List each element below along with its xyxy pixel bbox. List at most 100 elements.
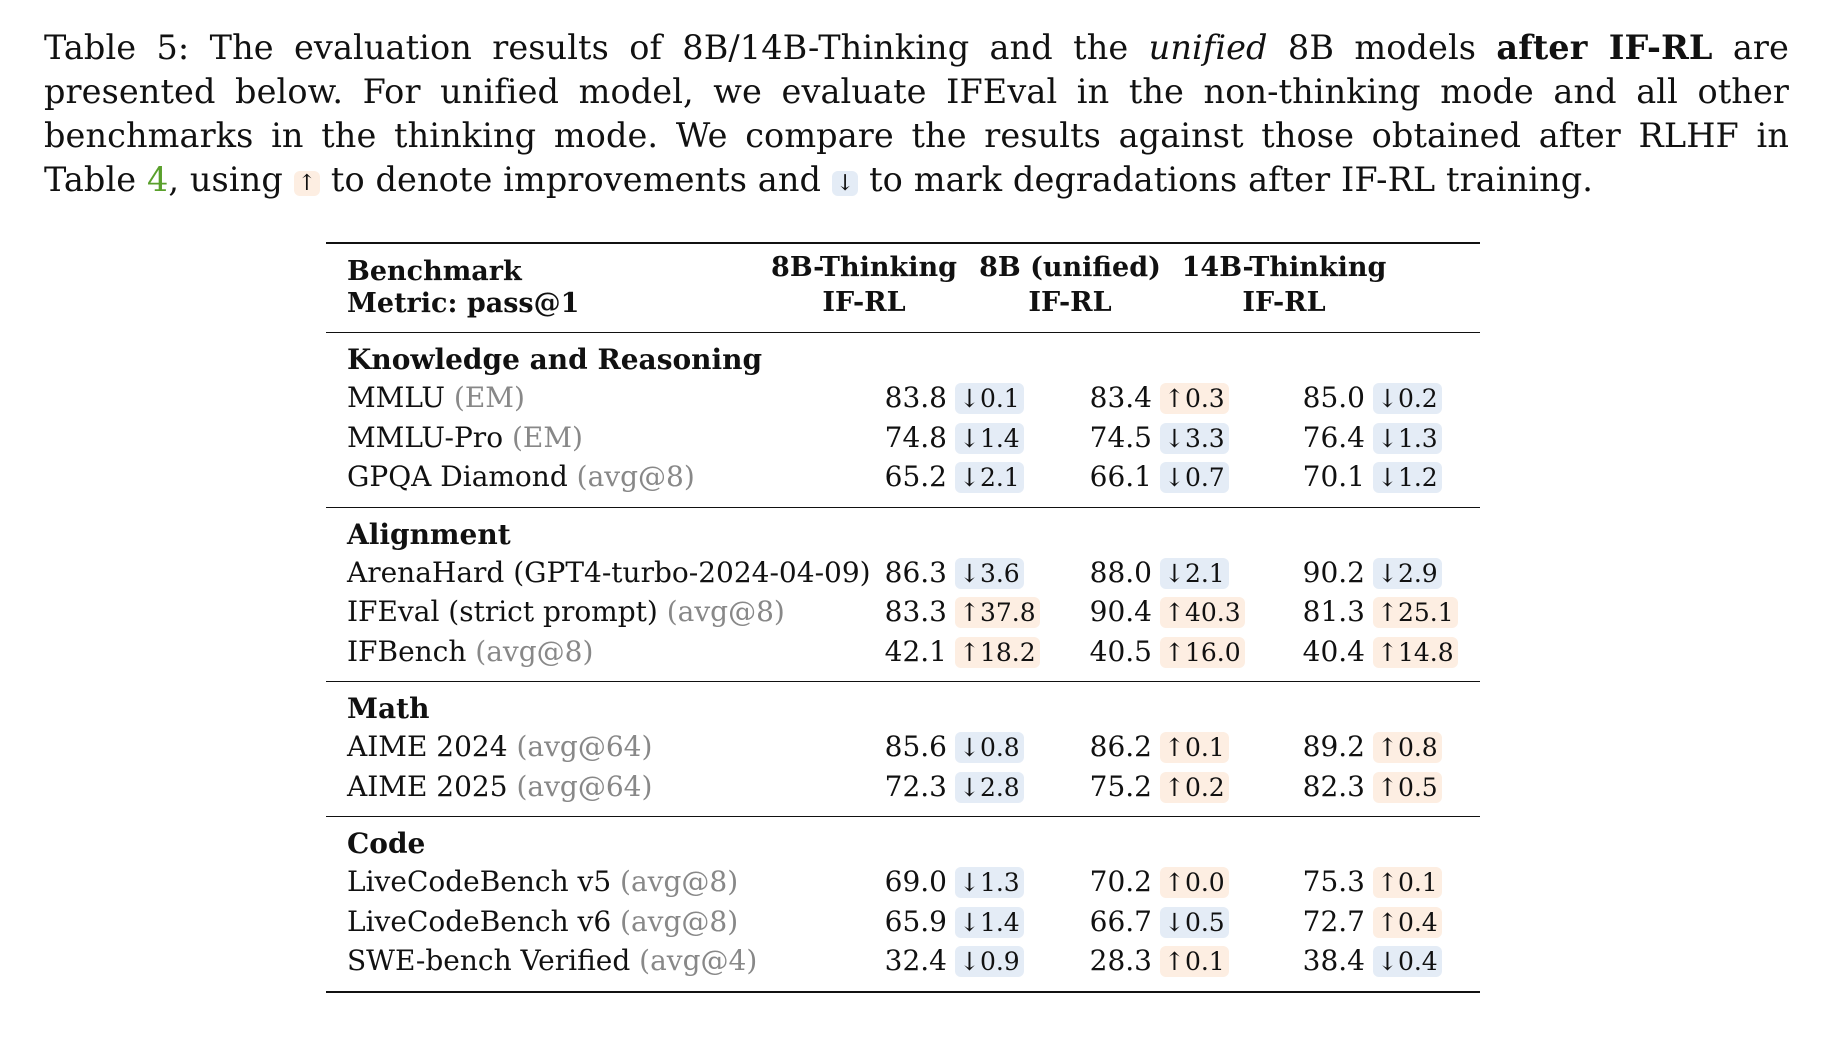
- score-cell: 38.4 ↓0.4: [1299, 941, 1442, 981]
- score-value: 40.5: [1089, 634, 1152, 668]
- benchmark-name: IFEval (strict prompt): [347, 595, 658, 628]
- score-value: 28.3: [1089, 944, 1152, 977]
- score-cell: 40.5 ↑16.0: [1086, 632, 1245, 672]
- benchmark-name-cell: AIME 2024 (avg@64): [347, 727, 652, 767]
- score-value: 82.3: [1302, 769, 1365, 803]
- caption-text: Table 5: The evaluation results of 8B/14…: [44, 28, 1149, 67]
- benchmark-metric-note: (avg@4): [639, 944, 758, 977]
- degradation-badge: ↓1.2: [1373, 462, 1442, 493]
- benchmark-name: AIME 2024: [347, 730, 508, 763]
- caption-text: 8B models: [1267, 28, 1497, 67]
- benchmark-name: LiveCodeBench v5: [347, 865, 612, 898]
- col-header-8b-thinking: 8B-Thinking IF-RL: [754, 250, 974, 320]
- benchmark-metric-note: (avg@8): [620, 865, 739, 898]
- caption-text: are presented below. For unified model, …: [44, 28, 1789, 199]
- score-cell: 70.2 ↑0.0: [1086, 862, 1229, 902]
- benchmark-name: IFBench: [347, 634, 467, 668]
- benchmark-name-cell: SWE-bench Verified (avg@4): [347, 941, 757, 981]
- score-cell: 90.2 ↓2.9: [1299, 553, 1442, 593]
- score-value: 81.3: [1302, 595, 1365, 628]
- score-cell: 65.9 ↓1.4: [881, 902, 1024, 942]
- caption-text: to denote improvements and: [320, 160, 832, 199]
- score-value: 85.6: [884, 730, 947, 763]
- score-cell: 82.3 ↑0.5: [1299, 767, 1442, 807]
- score-value: 69.0: [884, 865, 947, 898]
- score-cell: 86.3 ↓3.6: [881, 553, 1024, 593]
- benchmark-metric-note: (avg@8): [620, 904, 739, 938]
- improvement-badge: ↑0.3: [1160, 383, 1229, 414]
- improvement-badge: ↑0.2: [1160, 771, 1229, 803]
- score-cell: 88.0 ↓2.1: [1086, 553, 1229, 593]
- benchmark-name: AIME 2025: [347, 769, 508, 803]
- degradation-badge: ↓3.6: [955, 557, 1024, 589]
- score-cell: 74.8 ↓1.4: [881, 418, 1024, 458]
- score-value: 74.8: [884, 420, 947, 454]
- score-value: 42.1: [884, 634, 947, 668]
- benchmark-name: GPQA Diamond: [347, 460, 568, 493]
- col-header-line2: IF-RL: [1028, 287, 1112, 318]
- caption-emphasis-unified: unified: [1148, 28, 1268, 67]
- section-rule: [326, 681, 1480, 682]
- score-value: 89.2: [1302, 730, 1365, 763]
- caption-text: to mark degradations after IF-RL trainin…: [858, 160, 1594, 199]
- table-header: Benchmark Metric: pass@1 8B-Thinking IF-…: [326, 244, 1480, 332]
- degradation-badge: ↓1.4: [955, 906, 1024, 938]
- degradation-badge: ↓0.7: [1160, 462, 1229, 493]
- header-rule: [326, 332, 1480, 333]
- table-section: Math AIME 2024 (avg@64) 85.6 ↓0.8 86.2 ↑0.1 89…: [326, 682, 1480, 816]
- section-rule: [326, 816, 1480, 817]
- score-cell: 32.4 ↓0.9: [881, 941, 1024, 981]
- col-header-line2: IF-RL: [822, 287, 906, 318]
- score-value: 65.2: [884, 460, 947, 493]
- results-table: Benchmark Metric: pass@1 8B-Thinking IF-…: [326, 242, 1480, 993]
- benchmark-name-cell: AIME 2025 (avg@64): [347, 767, 652, 807]
- benchmark-name: MMLU-Pro: [347, 420, 504, 454]
- improvement-badge: ↑0.8: [1373, 732, 1442, 763]
- degradation-badge: ↓2.8: [955, 771, 1024, 803]
- section-title: Code: [347, 827, 426, 860]
- score-cell: 83.4 ↑0.3: [1086, 378, 1229, 418]
- benchmark-name: SWE-bench Verified: [347, 944, 631, 977]
- score-cell: 69.0 ↓1.3: [881, 862, 1024, 902]
- benchmark-name: LiveCodeBench v6: [347, 904, 612, 938]
- table-row: SWE-bench Verified (avg@4) 32.4 ↓0.9 28.3 ↑0…: [326, 941, 1480, 981]
- score-cell: 66.7 ↓0.5: [1086, 902, 1229, 942]
- benchmark-metric-note: (avg@64): [516, 730, 653, 763]
- score-cell: 76.4 ↓1.3: [1299, 418, 1442, 458]
- score-cell: 28.3 ↑0.1: [1086, 941, 1229, 981]
- col-header-14b-thinking: 14B-Thinking IF-RL: [1174, 250, 1394, 320]
- score-value: 86.2: [1089, 730, 1152, 763]
- improvement-badge: ↑0.1: [1160, 732, 1229, 763]
- table-section: Alignment ArenaHard (GPT4-turbo-2024-04-0…: [326, 508, 1480, 682]
- degradation-badge: ↓2.1: [955, 462, 1024, 493]
- table-row: LiveCodeBench v5 (avg@8) 69.0 ↓1.3 70.2 ↑0.0…: [326, 862, 1480, 902]
- section-title: Alignment: [347, 517, 511, 551]
- score-cell: 65.2 ↓2.1: [881, 457, 1024, 497]
- up-arrow-icon: ↑: [293, 171, 321, 197]
- benchmark-metric-note: (EM): [453, 381, 525, 414]
- improvement-badge: ↑25.1: [1373, 597, 1458, 628]
- table-reference-link[interactable]: 4: [146, 160, 169, 199]
- table-row: MMLU-Pro (EM) 74.8 ↓1.4 74.5 ↓3.3 76.4 ↓1.3: [326, 418, 1480, 458]
- improvement-badge: ↑37.8: [955, 597, 1040, 628]
- benchmark-name-cell: IFBench (avg@8): [347, 632, 593, 672]
- benchmark-name-cell: IFEval (strict prompt) (avg@8): [347, 592, 785, 632]
- benchmark-name-cell: MMLU (EM): [347, 378, 525, 418]
- benchmark-name: MMLU: [347, 381, 445, 414]
- score-value: 72.3: [884, 769, 947, 803]
- table-caption: Table 5: The evaluation results of 8B/14…: [44, 26, 1789, 202]
- score-value: 86.3: [884, 555, 947, 589]
- benchmark-name-cell: LiveCodeBench v6 (avg@8): [347, 902, 738, 942]
- score-value: 70.2: [1089, 865, 1152, 898]
- benchmark-metric-note: (EM): [511, 420, 583, 454]
- score-cell: 86.2 ↑0.1: [1086, 727, 1229, 767]
- benchmark-name-cell: LiveCodeBench v5 (avg@8): [347, 862, 738, 902]
- caption-text: , using: [168, 160, 294, 199]
- score-cell: 85.6 ↓0.8: [881, 727, 1024, 767]
- caption-emphasis-after-ifrl: after IF-RL: [1496, 28, 1713, 67]
- table-row: AIME 2025 (avg@64) 72.3 ↓2.8 75.2 ↑0.2 82.3 ↑0…: [326, 767, 1480, 807]
- col-header-line1: 8B-Thinking: [771, 252, 957, 283]
- table-row: LiveCodeBench v6 (avg@8) 65.9 ↓1.4 66.7 ↓0.5…: [326, 902, 1480, 942]
- score-cell: 83.8 ↓0.1: [881, 378, 1024, 418]
- section-title: Math: [347, 692, 430, 725]
